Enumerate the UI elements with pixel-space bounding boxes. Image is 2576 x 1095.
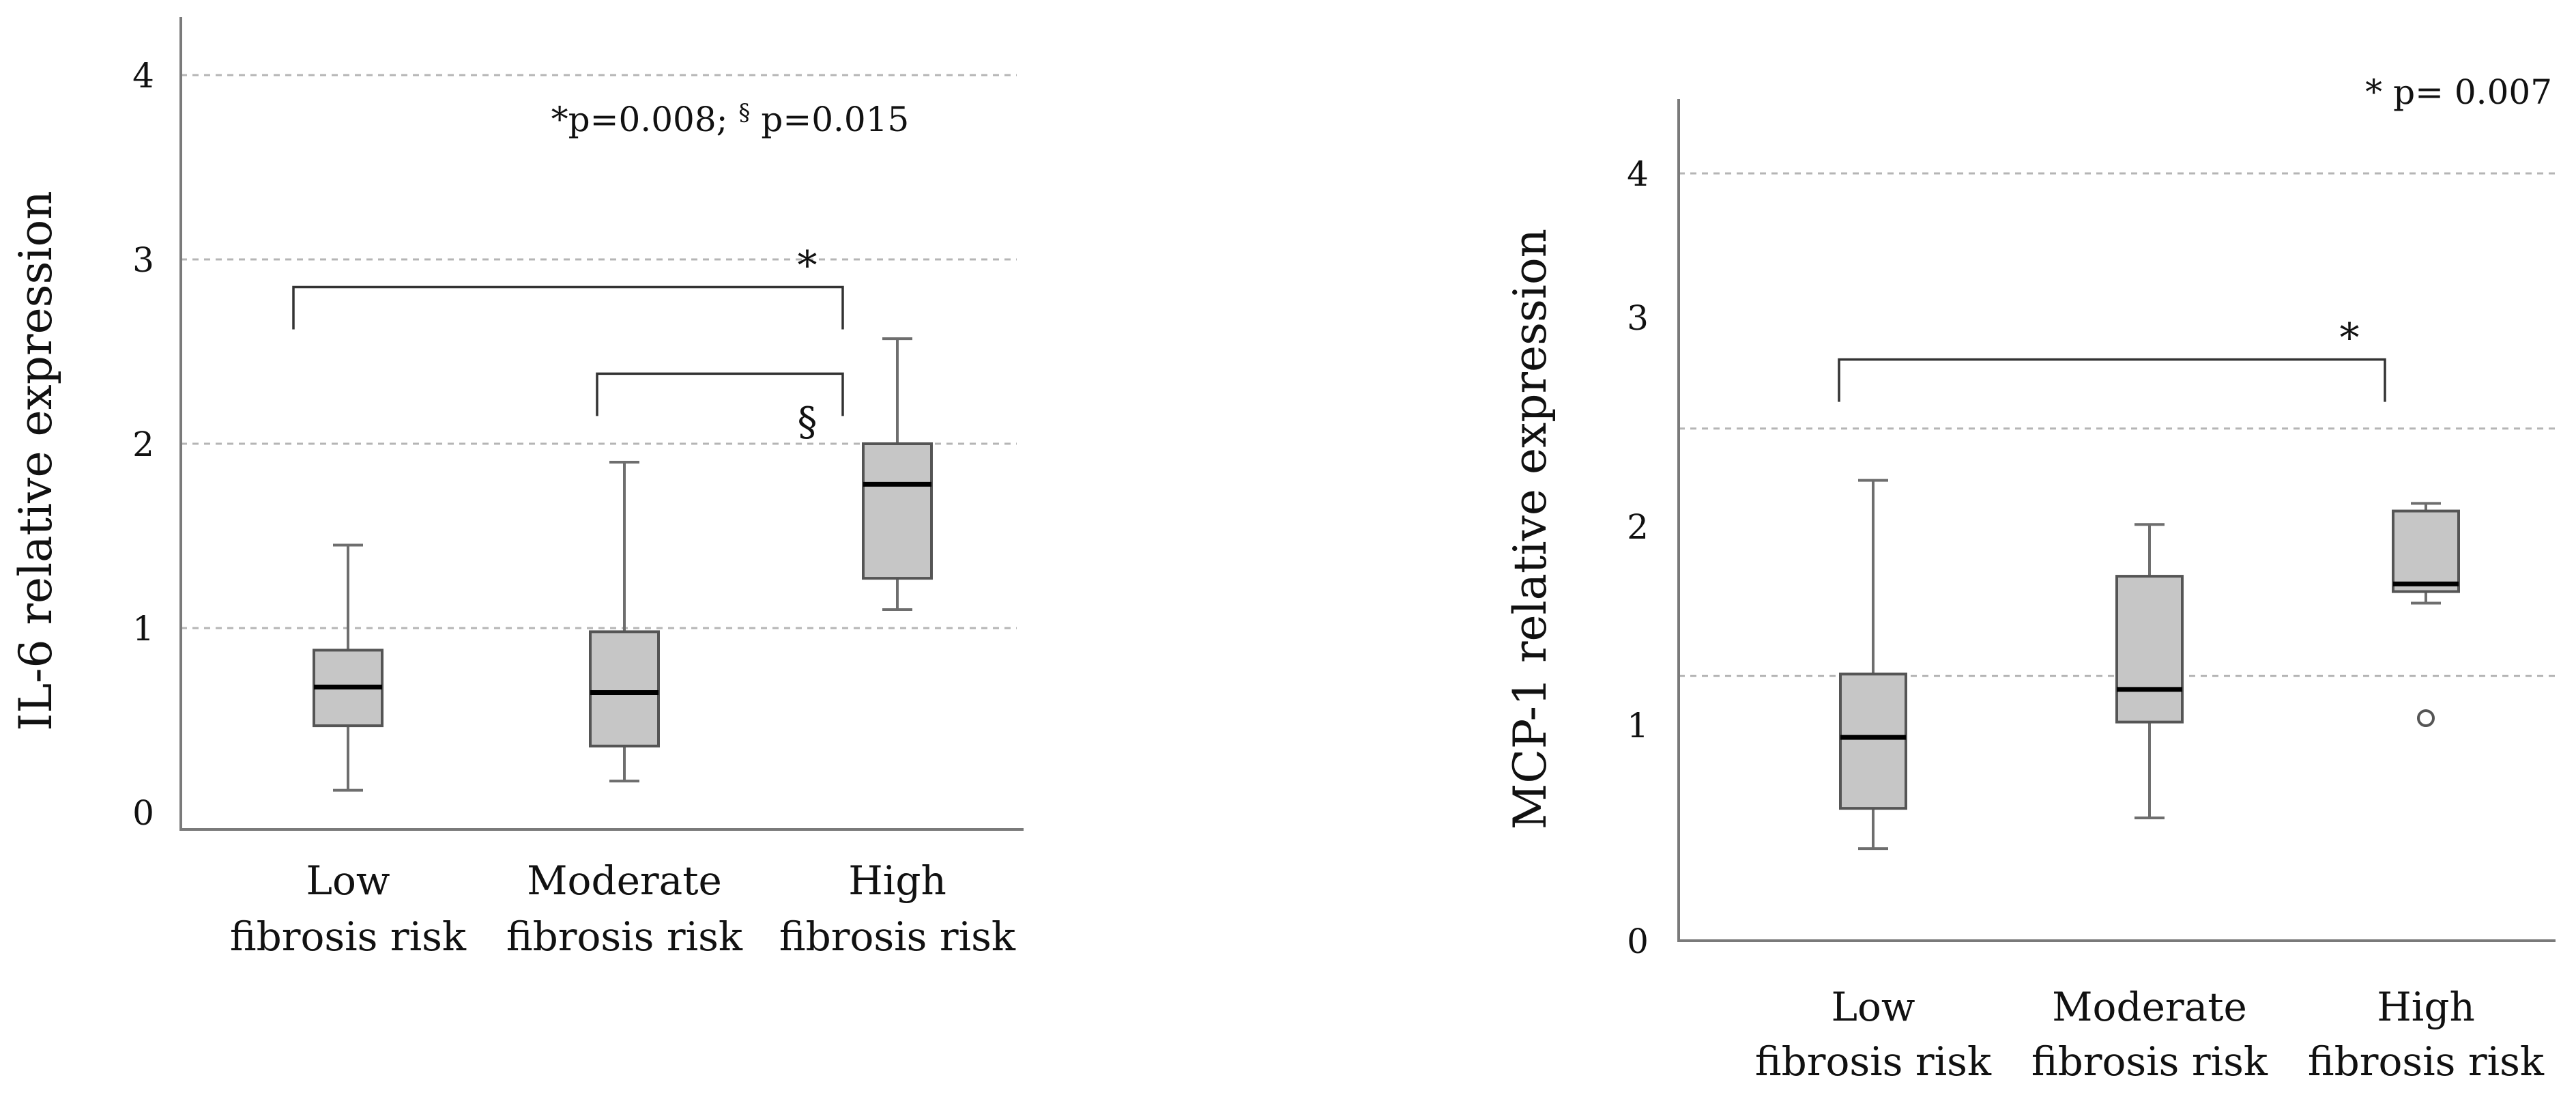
il6-box-1 bbox=[590, 462, 659, 781]
figure: IL-6 relative expression *p=0.008; § p=0… bbox=[0, 0, 2576, 1095]
il6-bracket-1: § bbox=[597, 373, 843, 444]
il6-category-label-line1: Low bbox=[306, 857, 390, 904]
iqr-box bbox=[1840, 674, 1906, 808]
mcp1-category-label-line2: fibrosis risk bbox=[2031, 1038, 2268, 1085]
mcp1-category-label-line2: fibrosis risk bbox=[2308, 1038, 2545, 1085]
il6-boxes bbox=[314, 339, 931, 791]
il6-chart: IL-6 relative expression *p=0.008; § p=0… bbox=[10, 17, 1024, 960]
mcp1-y-axis-label: MCP-1 relative expression bbox=[1504, 229, 1557, 829]
il6-bracket-0: * bbox=[293, 242, 843, 330]
iqr-box bbox=[590, 631, 659, 745]
mcp1-p-value-annotation: * p= 0.007 bbox=[2365, 72, 2552, 112]
mcp1-y-ticks: 0 1 2 3 4 bbox=[1627, 154, 1649, 961]
mcp1-category-label-line2: fibrosis risk bbox=[1755, 1038, 1992, 1085]
il6-y-tick-label: 0 bbox=[132, 793, 154, 833]
mcp1-y-tick-label: 4 bbox=[1627, 154, 1649, 194]
il6-y-tick-label: 4 bbox=[132, 56, 154, 96]
mcp1-box-0 bbox=[1840, 481, 1906, 849]
il6-y-ticks: 0 1 2 3 4 bbox=[132, 56, 154, 833]
mcp1-bracket-0: * bbox=[1839, 315, 2385, 402]
outlier-point bbox=[2418, 711, 2433, 726]
mcp1-category-label-line1: Moderate bbox=[2052, 984, 2247, 1030]
il6-y-tick-label: 3 bbox=[132, 240, 154, 280]
il6-box-2 bbox=[863, 339, 931, 610]
mcp1-category-label-line1: High bbox=[2377, 984, 2475, 1030]
bracket-line bbox=[1839, 360, 2385, 402]
mcp1-boxes bbox=[1840, 481, 2459, 849]
bracket-label: * bbox=[798, 242, 817, 289]
mcp1-box-2 bbox=[2393, 503, 2459, 726]
il6-category-labels: Low fibrosis risk Moderate fibrosis risk Hig… bbox=[230, 857, 1016, 960]
mcp1-y-tick-label: 1 bbox=[1627, 706, 1649, 745]
il6-box-0 bbox=[314, 545, 382, 791]
il6-category-label-line2: fibrosis risk bbox=[506, 913, 743, 960]
iqr-box bbox=[2393, 511, 2459, 592]
il6-category-label-line2: fibrosis risk bbox=[230, 913, 467, 960]
il6-significance-brackets: *§ bbox=[293, 242, 843, 445]
il6-category-label-line1: Moderate bbox=[527, 857, 722, 904]
iqr-box bbox=[2117, 576, 2182, 722]
mcp1-y-tick-label: 0 bbox=[1627, 922, 1649, 961]
il6-p-value-annotation: *p=0.008; § p=0.015 bbox=[551, 99, 910, 139]
mcp1-y-tick-label: 3 bbox=[1627, 298, 1649, 338]
il6-category-label-line2: fibrosis risk bbox=[779, 913, 1016, 960]
mcp1-chart: MCP-1 relative expression * p= 0.007 0 1 2… bbox=[1504, 72, 2556, 1085]
mcp1-box-1 bbox=[2117, 524, 2182, 818]
mcp1-y-tick-label: 2 bbox=[1627, 507, 1649, 547]
il6-y-tick-label: 2 bbox=[132, 425, 154, 464]
iqr-box bbox=[863, 444, 931, 578]
il6-category-label-line1: High bbox=[848, 857, 946, 904]
bracket-label: * bbox=[2340, 315, 2360, 361]
bracket-line bbox=[293, 287, 843, 330]
bracket-label: § bbox=[798, 398, 817, 444]
mcp1-category-label-line1: Low bbox=[1831, 984, 1915, 1030]
mcp1-category-labels: Low fibrosis risk Moderate fibrosis risk Hig… bbox=[1755, 984, 2545, 1085]
il6-y-tick-label: 1 bbox=[132, 609, 154, 649]
mcp1-significance-brackets: * bbox=[1839, 315, 2385, 402]
il6-y-axis-label: IL-6 relative expression bbox=[10, 190, 62, 730]
